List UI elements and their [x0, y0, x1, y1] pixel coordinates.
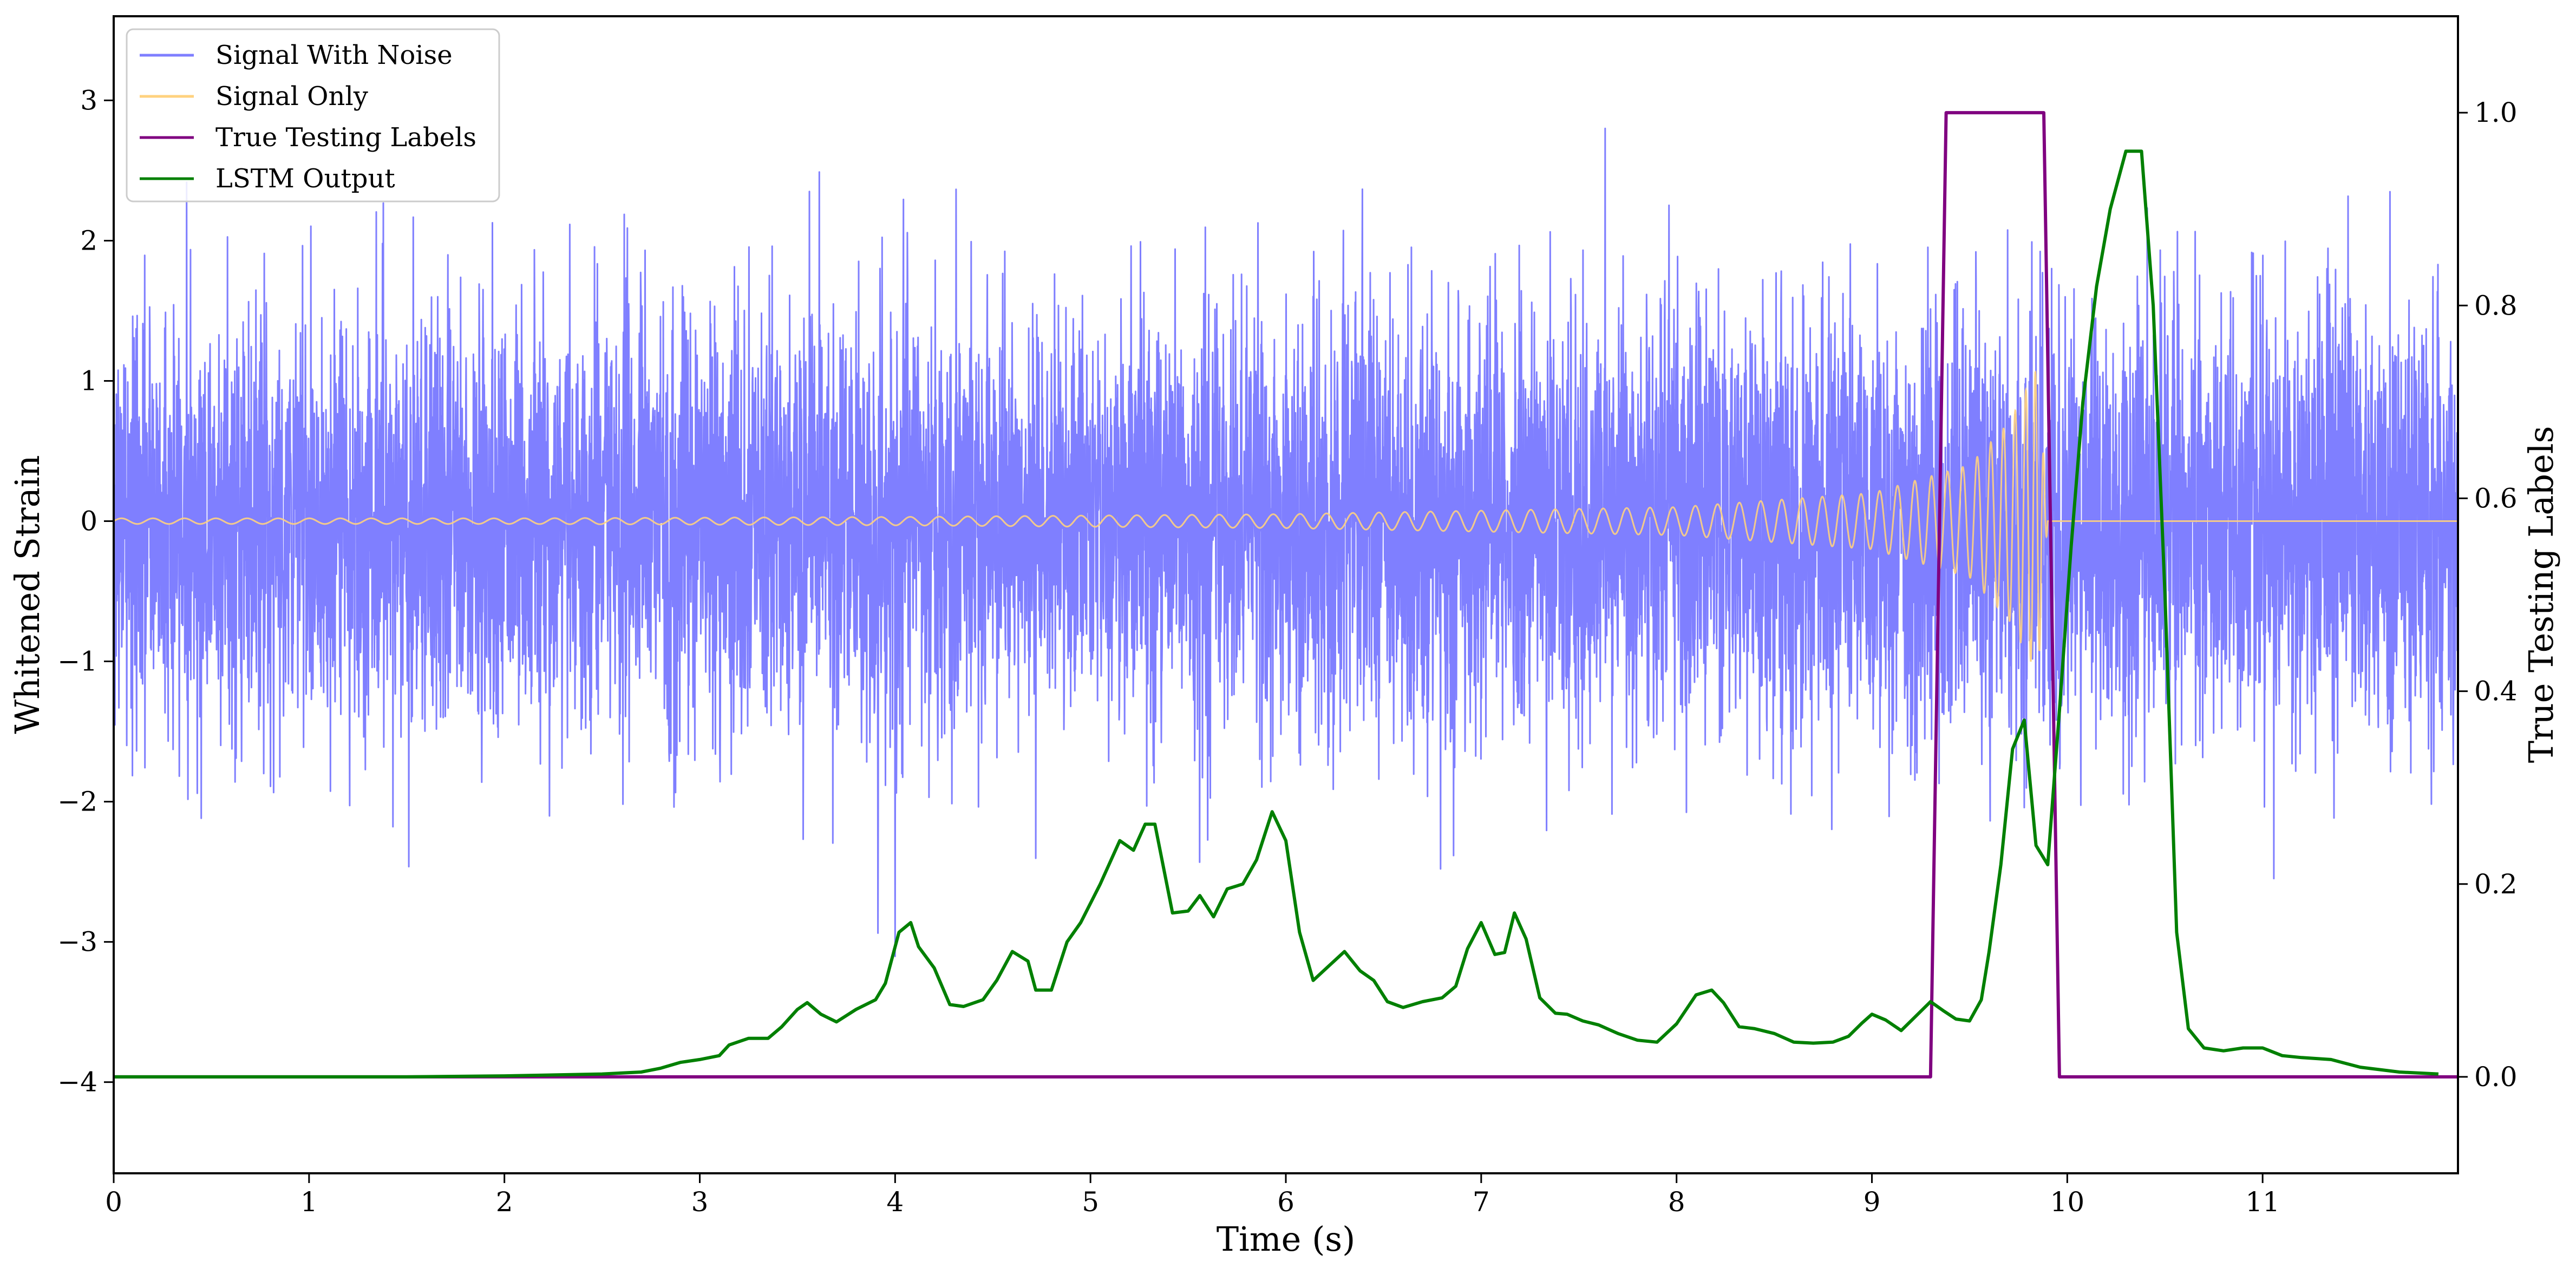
y-tick-label: −2: [57, 786, 97, 818]
x-tick-label: 8: [1668, 1186, 1685, 1218]
x-tick-label: 10: [2050, 1186, 2085, 1218]
x-tick-label: 9: [1864, 1186, 1881, 1218]
series-true-testing-labels: [114, 111, 2458, 1079]
y-right-tick-label: 0.4: [2474, 676, 2518, 707]
y-tick-label: −4: [57, 1067, 97, 1098]
legend-box: [126, 28, 500, 202]
y-right-tick-label: 0.0: [2474, 1061, 2518, 1093]
y-right-tick-label: 0.6: [2474, 482, 2518, 514]
y-tick-label: −1: [57, 646, 97, 677]
y-right-tick-label: 1.0: [2474, 97, 2518, 128]
x-tick-label: 4: [886, 1186, 904, 1218]
y-axis-title: Whitened Strain: [8, 455, 47, 734]
legend-label-signal-only: Signal Only: [215, 81, 368, 112]
ticks-layer: 0 1 2 3 4 5 6 7 8 9 10 11 −4 −3 −2 −1 0 1 2 3 0.0 0.2 0.4 0.6 0.…: [57, 84, 2517, 1218]
x-tick-label: 6: [1277, 1186, 1294, 1218]
y-tick-label: −3: [57, 926, 97, 958]
x-tick-label: 2: [496, 1186, 513, 1218]
y-tick-label: 3: [80, 84, 97, 116]
series-lstm-output: [114, 149, 2439, 1079]
legend: Signal With Noise Signal Only True Testi…: [126, 28, 500, 202]
series-signal-only: [114, 370, 2458, 662]
y-tick-label: 0: [80, 506, 97, 537]
x-tick-label: 11: [2245, 1186, 2280, 1218]
x-tick-label: 0: [105, 1186, 122, 1218]
x-tick-label: 3: [691, 1186, 709, 1218]
y-right-tick-label: 0.8: [2474, 290, 2518, 321]
x-tick-label: 1: [300, 1186, 318, 1218]
x-axis-title: Time (s): [1217, 1219, 1356, 1259]
legend-label-signal-with-noise: Signal With Noise: [215, 40, 453, 70]
series-signal-with-noise: [114, 127, 2458, 957]
series-layer: [114, 111, 2458, 1079]
x-tick-label: 5: [1082, 1186, 1099, 1218]
legend-label-true-testing-labels: True Testing Labels: [215, 122, 476, 153]
y-tick-label: 2: [80, 225, 97, 256]
y-right-tick-label: 0.2: [2474, 868, 2518, 900]
y-axis-right-title: True Testing Labels: [2521, 426, 2561, 763]
x-tick-label: 7: [1473, 1186, 1490, 1218]
y-tick-label: 1: [80, 365, 97, 396]
legend-label-lstm-output: LSTM Output: [215, 164, 395, 194]
